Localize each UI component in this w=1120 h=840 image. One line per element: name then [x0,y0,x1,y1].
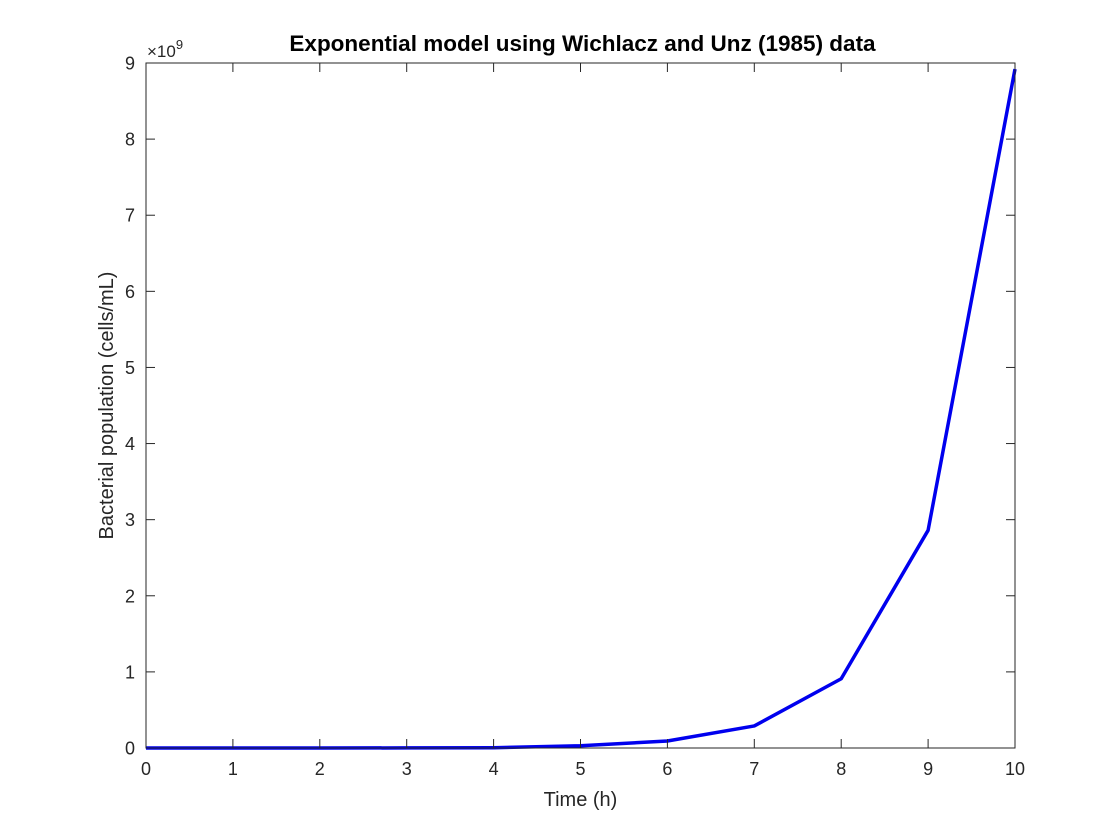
y-tick-label-7: 7 [125,206,135,226]
y-tick-label-8: 8 [125,130,135,150]
x-tick-label-5: 5 [575,759,585,779]
y-axis-exponent-power: 9 [176,37,183,52]
y-tick-label-1: 1 [125,662,135,682]
y-tick-label-3: 3 [125,510,135,530]
x-tick-label-4: 4 [489,759,499,779]
x-tick-label-6: 6 [662,759,672,779]
x-tick-label-2: 2 [315,759,325,779]
plot-area [146,63,1015,748]
x-tick-label-3: 3 [402,759,412,779]
y-axis-exponent-label: ×109 [147,37,183,61]
y-axis-label: Bacterial population (cells/mL) [96,272,118,540]
ticks-layer: 0 1 2 3 4 5 6 7 8 9 10 0 1 2 3 4 5 6 7 8 9 [125,54,1025,780]
x-tick-label-8: 8 [836,759,846,779]
x-tick-label-9: 9 [923,759,933,779]
x-tick-label-0: 0 [141,759,151,779]
y-tick-label-5: 5 [125,358,135,378]
x-tick-label-1: 1 [228,759,238,779]
y-tick-label-2: 2 [125,586,135,606]
y-tick-label-0: 0 [125,739,135,759]
chart-title: Exponential model using Wichlacz and Unz… [289,31,876,56]
y-tick-label-4: 4 [125,434,135,454]
x-axis-label: Time (h) [544,789,618,811]
x-tick-label-10: 10 [1005,759,1025,779]
y-tick-label-6: 6 [125,282,135,302]
y-axis-exponent-base: ×10 [147,42,176,61]
y-tick-label-9: 9 [125,54,135,74]
x-tick-label-7: 7 [749,759,759,779]
